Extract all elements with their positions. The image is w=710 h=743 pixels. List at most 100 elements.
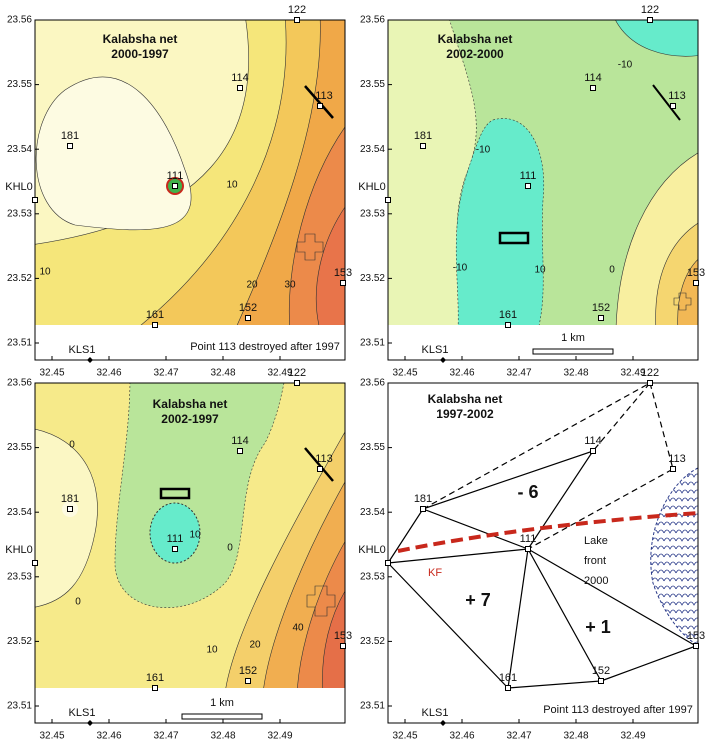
y-tick-label: 23.51 xyxy=(360,701,385,712)
contour-label: -10 xyxy=(453,263,468,274)
station-marker xyxy=(385,197,391,203)
station-label: 114 xyxy=(584,72,602,84)
station-marker xyxy=(67,143,73,149)
y-tick-label: 23.56 xyxy=(360,15,385,26)
x-tick-label: 32.48 xyxy=(210,368,235,379)
zone-label: + 7 xyxy=(465,590,491,610)
station-label: 111 xyxy=(167,170,184,182)
x-tick-label: 32.46 xyxy=(96,731,121,742)
x-tick-label: 32.47 xyxy=(506,731,531,742)
station-marker xyxy=(590,85,596,91)
station-label: 153 xyxy=(334,267,352,279)
note: Point 113 destroyed after 1997 xyxy=(190,341,340,353)
y-tick-label: 23.53 xyxy=(7,571,32,582)
y-tick-label: 23.55 xyxy=(360,79,385,90)
station-label: 122 xyxy=(641,4,659,16)
station-marker xyxy=(590,448,596,454)
y-tick-label: 23.53 xyxy=(360,571,385,582)
station-label: 113 xyxy=(315,90,333,102)
panel: 23.56 23.55 23.54 23.53 23.52 23.51 32.45 32.46… xyxy=(5,367,352,742)
panel: 23.56 23.55 23.54 23.53 23.52 23.51 32.45 32.46… xyxy=(358,4,705,379)
station-marker xyxy=(340,643,346,649)
x-tick-label: 32.49 xyxy=(267,731,292,742)
y-tick-label: 23.55 xyxy=(7,79,32,90)
x-tick-label: 32.49 xyxy=(620,368,645,379)
panel-period: 2002-2000 xyxy=(446,47,504,61)
contour-label: 10 xyxy=(226,180,238,191)
x-tick-label: 32.48 xyxy=(563,368,588,379)
contour-label: 0 xyxy=(609,265,615,276)
y-tick-label: 23.55 xyxy=(7,442,32,453)
station-marker xyxy=(670,103,676,109)
station-label: 122 xyxy=(288,367,306,379)
x-tick-label: 32.45 xyxy=(39,368,64,379)
y-tick-label: 23.52 xyxy=(7,636,32,647)
station-label: 153 xyxy=(334,630,352,642)
lake-label: Lake xyxy=(584,535,608,547)
station-label: 161 xyxy=(499,309,517,321)
x-tick-label: 32.47 xyxy=(506,368,531,379)
y-tick-label: 23.52 xyxy=(360,636,385,647)
lake-label: 2000 xyxy=(584,575,608,587)
station-marker xyxy=(152,685,158,691)
station-label: KHL0 xyxy=(358,544,386,556)
x-tick-label: 32.46 xyxy=(449,368,474,379)
x-tick-label: 32.45 xyxy=(39,731,64,742)
station-label: 153 xyxy=(687,267,705,279)
panel: 23.56 23.55 23.54 23.53 23.52 23.51 32.45 32.46… xyxy=(5,4,352,379)
fault-line xyxy=(397,511,699,553)
panel-title: Kalabsha net xyxy=(103,32,178,46)
station-label: 111 xyxy=(520,170,537,182)
station-marker xyxy=(237,85,243,91)
x-tick-label: 32.48 xyxy=(210,731,235,742)
contour-label: 10 xyxy=(206,645,218,656)
station-label: 152 xyxy=(239,302,257,314)
station-marker xyxy=(440,720,446,726)
station-label: KHL0 xyxy=(5,181,33,193)
station-marker xyxy=(598,315,604,321)
station-marker xyxy=(245,315,251,321)
x-tick-label: 32.47 xyxy=(153,368,178,379)
y-tick-label: 23.56 xyxy=(360,378,385,389)
station-marker xyxy=(172,183,178,189)
scale-bar-label: 1 km xyxy=(210,697,234,709)
station-label: KHL0 xyxy=(5,544,33,556)
station-marker xyxy=(525,546,531,552)
station-label: 181 xyxy=(61,130,79,142)
station-marker xyxy=(340,280,346,286)
contour-label: 20 xyxy=(246,280,258,291)
station-label: 122 xyxy=(641,367,659,379)
station-label: 161 xyxy=(146,672,164,684)
station-label: 122 xyxy=(288,4,306,16)
x-tick-label: 32.45 xyxy=(392,731,417,742)
y-tick-label: 23.52 xyxy=(7,273,32,284)
station-marker xyxy=(693,280,699,286)
frame xyxy=(34,19,346,361)
station-label: 181 xyxy=(414,130,432,142)
station-marker xyxy=(172,546,178,552)
panel-period: 2002-1997 xyxy=(161,412,219,426)
y-tick-label: 23.51 xyxy=(360,338,385,349)
frame xyxy=(387,19,699,361)
y-tick-label: 23.55 xyxy=(360,442,385,453)
station-marker xyxy=(670,466,676,472)
station-marker xyxy=(152,322,158,328)
panel: 23.56 23.55 23.54 23.53 23.52 23.51 32.45 32.46… xyxy=(358,367,705,742)
y-tick-label: 23.54 xyxy=(360,144,385,155)
station-marker xyxy=(420,143,426,149)
scale-bar xyxy=(181,713,263,720)
contour-label: 30 xyxy=(284,280,296,291)
x-tick-label: 32.47 xyxy=(153,731,178,742)
y-tick-label: 23.51 xyxy=(7,338,32,349)
scale-bar xyxy=(532,348,614,355)
station-label: 111 xyxy=(167,533,184,545)
scale-bar-label: 1 km xyxy=(561,332,585,344)
station-label: KLS1 xyxy=(422,344,449,356)
station-marker xyxy=(385,560,391,566)
note: Point 113 destroyed after 1997 xyxy=(543,704,693,716)
y-tick-label: 23.51 xyxy=(7,701,32,712)
panel-title: Kalabsha net xyxy=(428,392,503,406)
lake-label: front xyxy=(584,555,606,567)
contour-label: 10 xyxy=(39,267,51,278)
